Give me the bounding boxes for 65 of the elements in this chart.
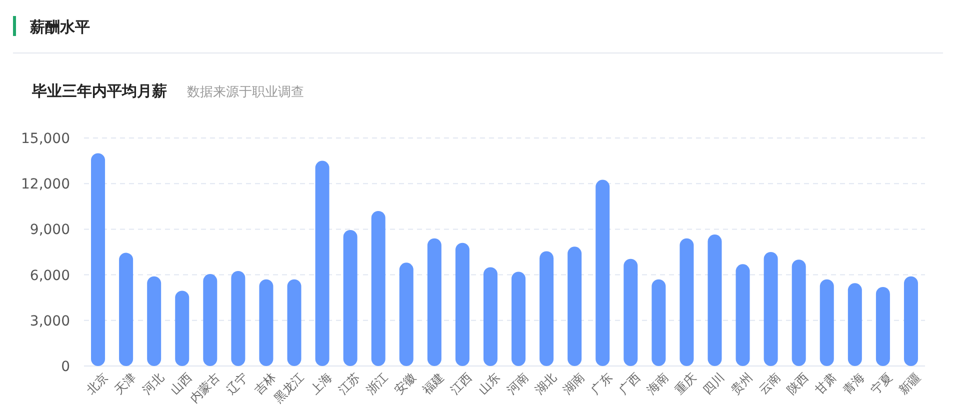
bar (483, 267, 498, 366)
y-tick-label: 6,000 (30, 268, 70, 284)
bar (231, 271, 246, 366)
bar (427, 238, 442, 366)
y-tick-label: 12,000 (21, 176, 70, 193)
x-tick-label: 甘肃 (812, 370, 840, 398)
x-tick-label: 陕西 (784, 370, 812, 398)
x-tick-label: 江苏 (336, 370, 363, 398)
bar (119, 252, 134, 366)
x-tick-label: 贵州 (728, 370, 756, 398)
x-tick-label: 辽宁 (224, 370, 251, 398)
bar (652, 279, 666, 366)
bar (455, 242, 470, 366)
x-tick-label: 安徽 (392, 370, 419, 398)
y-tick-label: 3,000 (30, 313, 70, 330)
x-tick-label: 北京 (83, 370, 110, 398)
bar (147, 276, 162, 366)
x-tick-label: 河南 (504, 370, 531, 398)
bar (624, 258, 638, 366)
x-tick-label: 福建 (420, 370, 447, 398)
bar (876, 286, 890, 366)
bar (91, 153, 106, 366)
bar (820, 279, 834, 366)
bar (708, 234, 722, 366)
x-tick-label: 云南 (756, 370, 784, 398)
chart-title: 薪酬水平 (29, 18, 90, 36)
bar (259, 279, 274, 366)
bar (596, 180, 610, 366)
bar (736, 264, 750, 366)
bar (848, 283, 862, 366)
x-tick-label: 浙江 (364, 370, 391, 398)
bar (371, 210, 386, 366)
y-tick-label: 0 (61, 359, 70, 375)
x-tick-label: 四川 (700, 370, 728, 398)
x-tick-label: 广东 (588, 370, 615, 398)
x-tick-label: 青海 (840, 370, 868, 398)
chart-subtitle: 毕业三年内平均月薪 (31, 82, 167, 100)
x-tick-label: 天津 (112, 370, 138, 398)
bar (568, 246, 582, 366)
x-tick-label: 上海 (308, 370, 335, 398)
x-tick-label: 湖北 (532, 370, 559, 398)
bar (904, 276, 918, 366)
bar (764, 252, 778, 366)
x-tick-label: 新疆 (896, 370, 924, 398)
bar (540, 251, 554, 366)
x-tick-label: 重庆 (672, 370, 700, 398)
x-tick-label: 海南 (644, 370, 672, 398)
bar (399, 262, 414, 366)
x-tick-label: 广西 (616, 370, 643, 398)
bar (287, 279, 302, 366)
bar (315, 160, 330, 366)
x-tick-label: 宁夏 (868, 370, 896, 398)
bar (175, 290, 190, 366)
y-tick-label: 15,000 (21, 131, 70, 147)
x-tick-label: 山东 (476, 370, 503, 398)
bar (680, 238, 694, 366)
y-tick-label: 9,000 (30, 222, 70, 238)
x-tick-label: 江西 (448, 370, 475, 398)
text: 数据来源于职业调查 (187, 85, 304, 100)
bar (512, 272, 526, 366)
x-tick-label: 河北 (140, 370, 166, 398)
bar (343, 230, 358, 366)
bar (203, 274, 218, 366)
bar (792, 260, 806, 366)
x-tick-label: 湖南 (560, 370, 587, 398)
